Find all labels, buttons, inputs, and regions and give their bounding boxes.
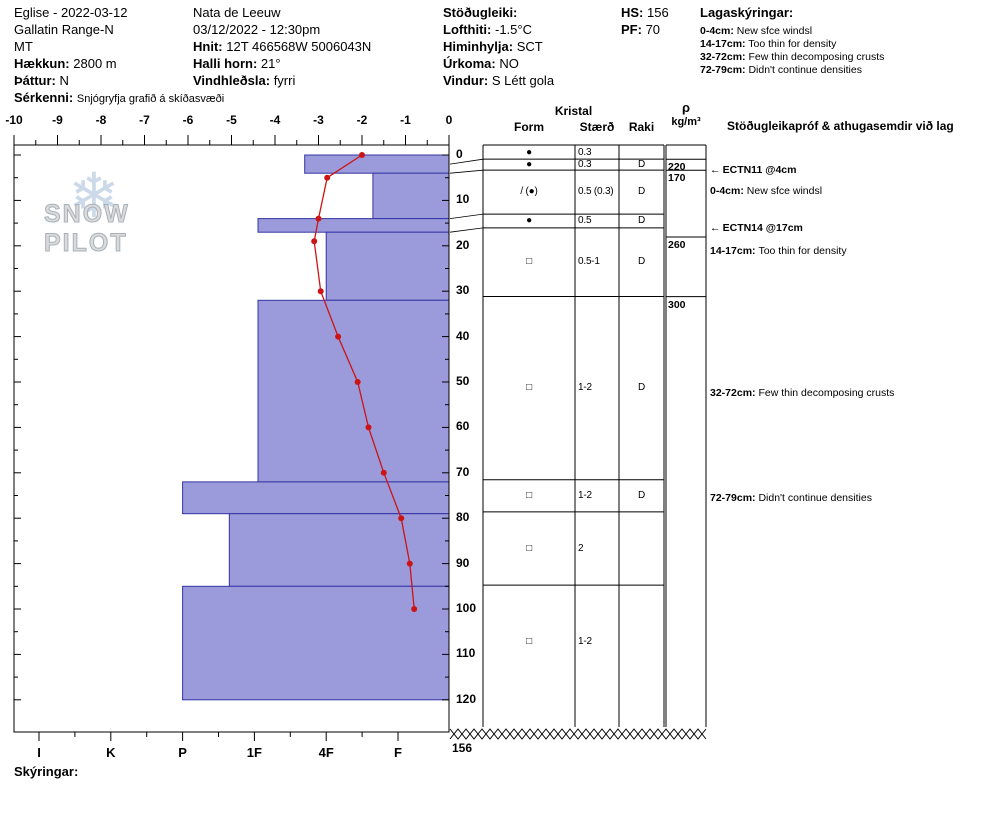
- location-state: MT: [14, 39, 33, 54]
- windload-label: Vindhleðsla:: [193, 73, 271, 88]
- temperature-point: [311, 238, 318, 245]
- temperature-point: [315, 215, 322, 222]
- feature-label: Sérkenni:: [14, 90, 74, 105]
- precip-line: Úrkoma: NO: [443, 56, 519, 71]
- layer-note-label: 0-4cm:: [700, 25, 734, 37]
- temperature-point: [365, 424, 372, 431]
- elevation-value: 2800 m: [73, 56, 117, 71]
- aspect-line: Þáttur: N: [14, 73, 69, 88]
- temperature-point: [411, 606, 418, 612]
- precip-label: Úrkoma:: [443, 56, 496, 71]
- layer-note: 72-79cm: Didn't continue densities: [700, 64, 862, 76]
- comments-header: Stöðugleikapróf & athugasemdir við lag: [727, 119, 954, 133]
- wind-label: Vindur:: [443, 73, 489, 88]
- sky-value: SCT: [516, 39, 543, 54]
- temperature-point: [359, 152, 365, 158]
- scale-connector: [449, 227, 484, 233]
- sky-label: Himinhylja:: [443, 39, 514, 54]
- stability-label: Stöðugleiki:: [443, 5, 518, 20]
- layer-note: 0-4cm: New sfce windsl: [700, 25, 812, 37]
- size-column-header: Stærð: [579, 120, 615, 134]
- snow-layer-bar: [228, 513, 450, 587]
- break-zigzag: [449, 728, 707, 740]
- legend-label: Skýringar:: [14, 764, 79, 779]
- wind-line: Vindur: S Létt gola: [443, 73, 554, 88]
- scale-connector: [449, 213, 484, 219]
- temperature-point: [324, 174, 331, 181]
- snow-layer-bar: [325, 231, 450, 301]
- temperature-point: [380, 469, 387, 476]
- total-depth-label: 156: [452, 741, 473, 755]
- airtemp-line: Lofthiti: -1.5°C: [443, 22, 532, 37]
- windload-value: fyrri: [273, 73, 296, 88]
- layer-note: 14-17cm: Too thin for density: [700, 38, 836, 50]
- feature-line: Sérkenni: Snjógryfja grafið á skíðasvæði: [14, 90, 224, 107]
- break-zigzag: [449, 728, 707, 740]
- hs-line: HS: 156: [621, 5, 669, 20]
- observation-datetime: 03/12/2022 - 12:30pm: [193, 22, 321, 37]
- form-column-header: Form: [514, 120, 544, 134]
- temperature-point: [406, 560, 413, 567]
- slope-label: Halli horn:: [193, 56, 258, 71]
- coords-label: Hnit:: [193, 39, 223, 54]
- observer-name: Nata de Leeuw: [193, 5, 281, 20]
- layer-note-label: 14-17cm:: [700, 38, 746, 50]
- snow-layer-bar: [257, 299, 450, 483]
- scale-connector: [449, 158, 484, 165]
- snow-layer-bar: [182, 481, 450, 515]
- layer-note-text: New sfce windsl: [736, 25, 813, 37]
- sky-line: Himinhylja: SCT: [443, 39, 543, 54]
- elevation-label: Hækkun:: [14, 56, 70, 71]
- aspect-value: N: [59, 73, 69, 88]
- snowflake-icon: ❄: [68, 162, 120, 231]
- temperature-point: [398, 515, 405, 522]
- aspect-label: Þáttur:: [14, 73, 56, 88]
- snow-layer-bar: [257, 218, 450, 233]
- elevation-line: Hækkun: 2800 m: [14, 56, 117, 71]
- hs-label: HS:: [621, 5, 644, 20]
- wetness-column-header: Raki: [628, 120, 655, 134]
- snowpilot-watermark: ❄ SNOW PILOT: [40, 166, 220, 258]
- layer-note-text: Few thin decomposing crusts: [748, 51, 885, 63]
- airtemp-label: Lofthiti:: [443, 22, 492, 37]
- temperature-point: [354, 379, 361, 385]
- snow-layer-bar: [182, 585, 450, 701]
- pf-label: PF:: [621, 22, 642, 37]
- layer-notes-title: Lagaskýringar:: [700, 5, 794, 20]
- layer-note: 32-72cm: Few thin decomposing crusts: [700, 51, 884, 63]
- feature-value: Snjógryfja grafið á skíðasvæði: [76, 93, 225, 105]
- density-header-symbol: ρ: [681, 100, 691, 115]
- slope-value: 21°: [260, 56, 281, 71]
- density-header-units: kg/m³: [671, 116, 701, 128]
- layer-note-label: 72-79cm:: [700, 64, 746, 76]
- coords-line: Hnit: 12T 466568W 5006043N: [193, 39, 371, 54]
- pf-line: PF: 70: [621, 22, 660, 37]
- temperature-line: [313, 154, 415, 610]
- kristal-header: Kristal: [554, 104, 593, 118]
- location-range: Gallatin Range-N: [14, 22, 114, 37]
- snow-layer-bar: [304, 154, 450, 174]
- temperature-point: [317, 288, 324, 295]
- hs-value: 156: [647, 5, 669, 20]
- airtemp-value: -1.5°C: [495, 22, 532, 37]
- layer-note-label: 32-72cm:: [700, 51, 746, 63]
- wind-value: S Létt gola: [491, 73, 555, 88]
- watermark-text: SNOW PILOT: [44, 200, 130, 258]
- slope-line: Halli horn: 21°: [193, 56, 281, 71]
- layer-note-text: Didn't continue densities: [748, 64, 862, 76]
- pit-title: Eglise - 2022-03-12: [14, 5, 128, 20]
- snow-layer-bar: [372, 172, 450, 220]
- temperature-point: [335, 333, 342, 340]
- windload-line: Vindhleðsla: fyrri: [193, 73, 295, 88]
- layer-note-text: Too thin for density: [748, 38, 837, 50]
- coords-value: 12T 466568W 5006043N: [226, 39, 372, 54]
- pf-value: 70: [645, 22, 661, 37]
- scale-connector: [449, 169, 484, 174]
- precip-value: NO: [499, 56, 519, 71]
